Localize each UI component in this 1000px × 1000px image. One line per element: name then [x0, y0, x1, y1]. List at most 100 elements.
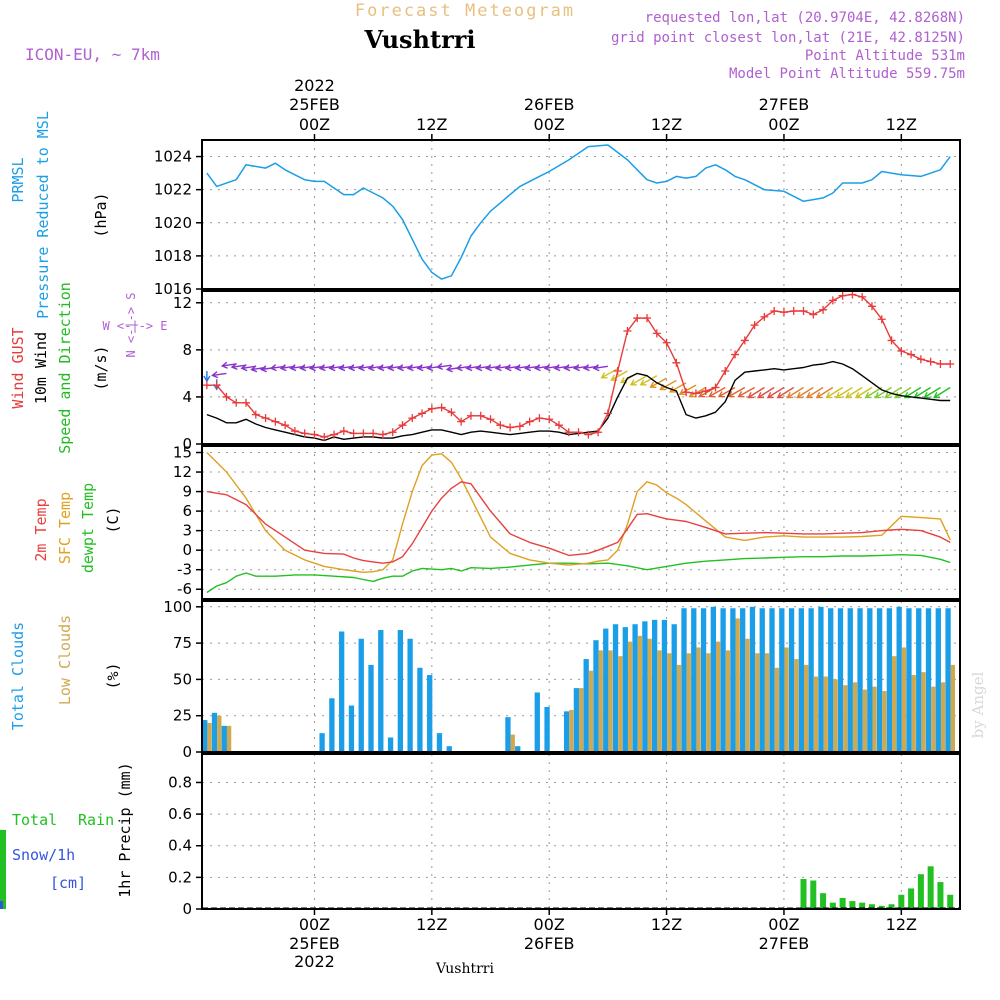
wind-gust-marker: [349, 429, 358, 438]
wind-direction-arrowhead: [367, 364, 375, 372]
total-clouds-bar: [632, 624, 638, 752]
total-clouds-bar: [612, 624, 619, 752]
wind-direction-arrow: [884, 386, 902, 399]
wind-direction-arrow: [689, 386, 707, 398]
bottom-year-label: 2022: [294, 952, 335, 971]
wind-direction-arrow: [845, 386, 863, 399]
low-clouds-bar: [852, 682, 858, 752]
precip-axis-label: 1hr Precip (mm): [116, 762, 134, 897]
wind-gust-marker: [711, 383, 720, 392]
rain-bar: [898, 894, 905, 909]
wind-direction-arrow: [738, 386, 755, 398]
wind-gust-marker: [290, 427, 299, 436]
wind-panel-frame: [201, 290, 961, 445]
rain-bar: [917, 874, 924, 909]
wind-gust-marker: [819, 305, 828, 314]
wind-gust-marker: [623, 327, 632, 336]
total-clouds-bar: [788, 608, 795, 752]
total-clouds-bar: [935, 608, 941, 752]
wind-direction-arrow: [718, 386, 736, 398]
wind-gust-marker: [359, 429, 368, 438]
wind-direction-arrowhead: [563, 364, 571, 372]
wind-direction-arrowhead: [260, 365, 268, 373]
wind-direction-arrow: [708, 386, 726, 398]
wind-direction-arrow: [640, 375, 658, 386]
wind-gust-marker: [682, 388, 691, 397]
total-clouds-bar: [916, 608, 922, 752]
low-clouds-bar: [823, 676, 828, 752]
wind-gust-marker: [378, 430, 387, 439]
wind-gust-marker: [251, 410, 260, 419]
total-clouds-bar: [319, 733, 325, 752]
temp-ytick-label: 9: [182, 483, 192, 501]
low-clouds-bar: [872, 686, 877, 752]
wind-direction-arrow: [924, 386, 941, 399]
low-clouds-bar: [794, 659, 799, 752]
total-clouds-bar: [925, 608, 932, 752]
wind-direction-arrowhead: [377, 364, 385, 372]
low-clouds-bar: [892, 656, 897, 752]
wind-gust-marker: [271, 417, 280, 426]
wind-direction-arrowhead: [698, 391, 706, 398]
wind-direction-arrowhead: [504, 364, 512, 372]
total-clouds-bar: [211, 712, 218, 752]
low-clouds-bar: [226, 725, 232, 752]
rain-bar: [849, 901, 856, 909]
wind-direction-arrow: [660, 379, 677, 391]
total-clouds-bar: [818, 606, 824, 752]
low-clouds-bar: [696, 647, 701, 752]
low-clouds-bar: [637, 635, 643, 752]
total-clouds-bar: [436, 733, 443, 752]
wind-gust-marker: [603, 409, 612, 418]
wind-gust-marker: [545, 415, 554, 424]
low-clouds-bar: [813, 676, 819, 752]
wind-gust-marker: [418, 409, 427, 418]
total-clouds-bar: [749, 606, 756, 752]
sfc-temp-line: [206, 452, 951, 573]
total-clouds-bar: [779, 608, 785, 752]
wind-direction-arrowhead: [600, 372, 608, 379]
rain-bar: [820, 893, 827, 909]
rain-bar: [937, 882, 944, 909]
bottom-tick-label: 12Z: [651, 915, 682, 934]
precip-ytick-label: 0.8: [168, 773, 192, 791]
total-clouds-bar: [837, 608, 844, 752]
total-clouds-bar: [583, 659, 589, 752]
wind-label-b: 10m Wind: [32, 332, 50, 404]
wind-ytick-label: 12: [173, 294, 192, 312]
wind-gust-marker: [554, 421, 563, 430]
temp-label-b: SFC Temp: [56, 492, 74, 564]
wind-ytick-label: 4: [182, 388, 192, 406]
wind-direction-arrowhead: [445, 365, 453, 373]
low-clouds-bar: [833, 679, 838, 752]
wind-gust-marker: [809, 310, 818, 319]
wind-gust-marker: [476, 411, 485, 420]
total-clouds-bar: [515, 746, 521, 752]
wind-direction-arrowhead: [289, 364, 297, 372]
wind-gust-marker: [457, 417, 466, 426]
total-clouds-bar: [671, 624, 677, 752]
wind-direction-arrowhead: [864, 391, 872, 399]
low-clouds-bar: [667, 653, 672, 752]
wind-gust-marker: [633, 314, 642, 323]
bottom-date-label: 27FEB: [759, 934, 810, 953]
low-clouds-bar: [764, 653, 770, 752]
wind-direction-arrow: [875, 386, 892, 399]
low-clouds-bar: [950, 664, 956, 752]
bottom-tick-label: 12Z: [886, 915, 917, 934]
low-clouds-bar: [618, 656, 623, 752]
wind-direction-arrowhead: [455, 364, 463, 372]
wind-compass-we: W <-|-> E: [102, 319, 167, 333]
total-clouds-bar: [769, 608, 775, 752]
wind-gust-marker: [584, 430, 593, 439]
wind-direction-arrow: [650, 377, 667, 388]
total-clouds-bar: [505, 717, 511, 752]
wind-direction-arrowhead: [903, 391, 911, 399]
low-clouds-bar: [706, 653, 711, 752]
wind-gust-marker: [398, 421, 407, 430]
low-clouds-bar: [686, 653, 691, 752]
rain-bar: [888, 904, 895, 909]
wind-gust-marker: [672, 358, 681, 367]
low-clouds-bar: [207, 722, 212, 752]
rain-bar: [839, 897, 846, 909]
